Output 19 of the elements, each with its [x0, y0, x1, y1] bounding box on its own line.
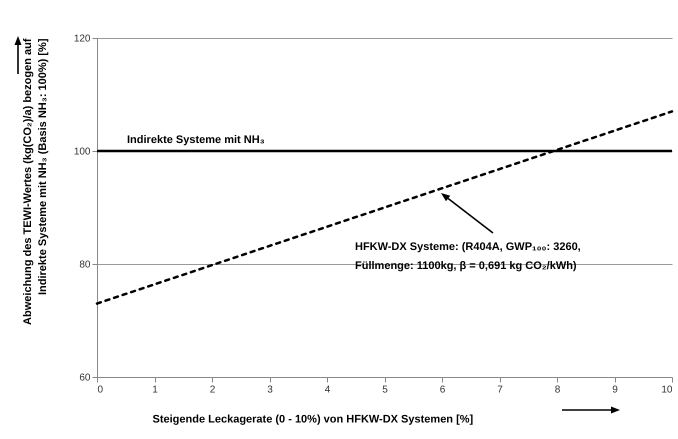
x-axis-title: Steigende Leckagerate (0 - 10%) von HFKW-DX Systemen [%]	[152, 414, 474, 426]
x-tick-label: 7	[497, 384, 504, 396]
ref-line-label: Indirekte Systeme mit NH₃	[127, 134, 265, 146]
annotation: HFKW-DX Systeme: (R404A, GWP₁₀₀: 3260, Füllmenge: 1100kg, β = 0,691 kg CO₂/kWh)	[355, 241, 581, 272]
y-tick-label: 80	[79, 260, 91, 270]
x-tick-label: 3	[267, 384, 274, 396]
x-tick-label: 1	[152, 384, 158, 396]
x-tick-label: 8	[554, 384, 561, 396]
x-tick-label: 9	[612, 384, 618, 396]
x-tick-label: 0	[98, 384, 104, 396]
x-tick-label: 2	[210, 384, 216, 396]
x-tick-label: 10	[661, 384, 673, 396]
y-tick-label: 100	[74, 146, 91, 158]
x-tick-label: 4	[324, 384, 331, 396]
y-axis-title: Abweichung des TEWI-Wertes (kg(CO₂)/a) bezogen auf Indirekte Systeme mit NH₃ (Basis NH₃: 100%) [%]	[22, 38, 49, 325]
x-tick-label: 5	[382, 384, 388, 396]
y-tick-label: 120	[74, 34, 91, 44]
y-tick-label: 60	[79, 372, 91, 384]
x-tick-label: 6	[440, 384, 446, 396]
